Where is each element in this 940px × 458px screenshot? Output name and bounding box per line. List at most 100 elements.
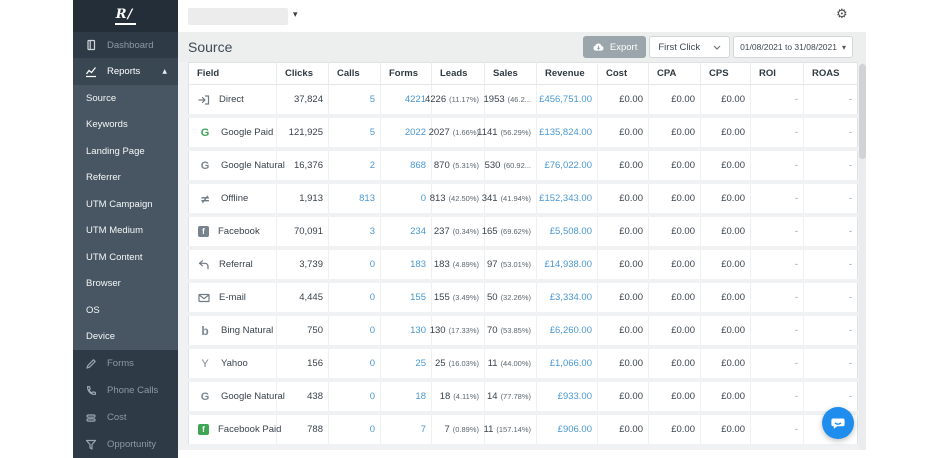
cost-value: £0.00 — [619, 292, 643, 303]
sidebar-item-label: Cost — [107, 412, 127, 423]
calls-value[interactable]: 2 — [369, 160, 375, 171]
cell-field: Direct — [188, 84, 277, 116]
calls-value[interactable]: 5 — [369, 94, 375, 105]
sidebar-item-landing-page[interactable]: Landing Page — [86, 145, 145, 157]
attribution-model-select[interactable]: First Click — [649, 36, 731, 58]
revenue-value[interactable]: £5,508.00 — [549, 226, 592, 237]
cell-cps: £0.00 — [700, 116, 751, 149]
forms-value[interactable]: 0 — [420, 193, 426, 204]
sidebar-item-utm-content[interactable]: UTM Content — [86, 251, 143, 263]
forms-value[interactable]: 155 — [410, 292, 426, 303]
cps-value: £0.00 — [721, 358, 745, 369]
forms-value[interactable]: 868 — [410, 160, 426, 171]
calls-value[interactable]: 0 — [369, 325, 375, 336]
leads-value: 2027 — [428, 127, 450, 138]
clicks-value: 788 — [307, 424, 323, 435]
cell-calls: 5 — [328, 84, 381, 116]
field-label: Facebook — [218, 226, 260, 237]
roi-value: - — [794, 193, 798, 204]
revenue-value[interactable]: £3,334.00 — [549, 292, 592, 303]
sidebar-item-os[interactable]: OS — [86, 304, 100, 316]
cost-value: £0.00 — [619, 193, 643, 204]
revenue-value[interactable]: £76,022.00 — [544, 160, 592, 171]
table-body: Direct 37,824 5 4221 4226 (11.17%) 1953 (46.2..… — [188, 84, 858, 446]
sidebar-item-phone-calls[interactable]: Phone Calls — [73, 377, 178, 404]
envelope-icon — [198, 292, 210, 304]
leads-percent: (17.33%) — [448, 326, 479, 335]
sidebar-item-device[interactable]: Device — [86, 331, 116, 343]
calls-value[interactable]: 3 — [369, 226, 375, 237]
cell-calls: 2 — [328, 149, 381, 182]
sidebar-item-referrer[interactable]: Referrer — [86, 172, 121, 184]
revenue-value[interactable]: £1,066.00 — [549, 358, 592, 369]
forms-value[interactable]: 4221 — [404, 94, 426, 105]
vertical-scrollbar[interactable] — [859, 62, 866, 450]
sidebar-item-reports[interactable]: Reports ▲ — [73, 58, 178, 85]
chat-widget-button[interactable] — [822, 407, 854, 439]
calls-value[interactable]: 813 — [359, 193, 375, 204]
sidebar-item-keywords[interactable]: Keywords — [86, 119, 128, 131]
clicks-value: 1,913 — [299, 193, 323, 204]
cell-calls: 0 — [328, 281, 381, 314]
table-row: G Google Paid 121,925 5 2022 2027 (1.66%) 1141(… — [188, 116, 858, 149]
forms-value[interactable]: 7 — [420, 424, 426, 435]
chart-icon — [85, 66, 99, 78]
cell-field: E-mail — [188, 281, 277, 314]
calls-value[interactable]: 0 — [369, 391, 375, 402]
cell-roas: - — [804, 314, 858, 347]
sidebar-item-utm-campaign[interactable]: UTM Campaign — [86, 198, 153, 210]
forms-value[interactable]: 25 — [415, 358, 426, 369]
facebook-icon: f — [198, 226, 209, 237]
forms-value[interactable]: 130 — [410, 325, 426, 336]
column-header-sales: Sales — [484, 62, 537, 85]
cpa-value: £0.00 — [671, 358, 695, 369]
cell-roas: - — [804, 215, 858, 248]
sidebar-item-browser[interactable]: Browser — [86, 278, 121, 290]
account-dropdown[interactable] — [188, 8, 288, 25]
forms-value[interactable]: 234 — [410, 226, 426, 237]
forms-value[interactable]: 183 — [410, 259, 426, 270]
cell-cps: £0.00 — [700, 248, 751, 281]
sidebar-item-source[interactable]: Source — [86, 92, 117, 104]
cell-calls: 0 — [328, 314, 381, 347]
calls-value[interactable]: 0 — [369, 259, 375, 270]
account-caret-icon[interactable]: ▾ — [293, 10, 298, 20]
calls-value[interactable]: 0 — [369, 358, 375, 369]
forms-value[interactable]: 2022 — [404, 127, 426, 138]
revenue-value[interactable]: £6,260.00 — [549, 325, 592, 336]
sidebar-item-dashboard[interactable]: Dashboard — [73, 32, 178, 58]
settings-gear-icon[interactable]: ⚙ — [836, 7, 848, 22]
cps-value: £0.00 — [721, 127, 745, 138]
revenue-value[interactable]: £933.00 — [557, 391, 592, 402]
sales-percent: (53.85%) — [500, 326, 531, 335]
column-header-cpa: CPA — [648, 62, 701, 85]
revenue-value[interactable]: £14,938.00 — [544, 259, 592, 270]
cpa-value: £0.00 — [671, 259, 695, 270]
forms-value[interactable]: 18 — [415, 391, 426, 402]
calls-value[interactable]: 0 — [369, 292, 375, 303]
cell-cpa: £0.00 — [648, 413, 701, 446]
calls-value[interactable]: 0 — [369, 424, 375, 435]
source-report-table: Field Clicks Calls Forms Leads Sales Revenue Co… — [188, 62, 858, 448]
sidebar-item-cost[interactable]: Cost — [73, 404, 178, 431]
cell-roi: - — [750, 248, 804, 281]
revenue-value[interactable]: £456,751.00 — [539, 94, 592, 105]
date-range-picker[interactable]: 01/08/2021 to 31/08/2021 ▾ — [733, 36, 853, 58]
calls-value[interactable]: 5 — [369, 127, 375, 138]
sidebar-item-opportunity[interactable]: Opportunity — [73, 431, 178, 458]
revenue-value[interactable]: £135,824.00 — [539, 127, 592, 138]
revenue-value[interactable]: £906.00 — [557, 424, 592, 435]
scrollbar-thumb[interactable] — [859, 64, 866, 159]
roi-value: - — [794, 127, 798, 138]
cell-forms: 25 — [380, 347, 432, 380]
sidebar-item-utm-medium[interactable]: UTM Medium — [86, 225, 144, 237]
revenue-value[interactable]: £152,343.00 — [539, 193, 592, 204]
cell-sales: 1141 (56.29%) — [477, 116, 537, 149]
date-range-value: 01/08/2021 to 31/08/2021 — [740, 42, 837, 52]
roas-value: - — [848, 259, 852, 270]
cell-cps: £0.00 — [700, 149, 751, 182]
cell-field: Referral — [188, 248, 277, 281]
table-row: f Facebook Paid 788 0 7 7 (0.89%) 11 (157.14%) £9… — [188, 413, 858, 446]
export-button[interactable]: Export — [582, 36, 647, 58]
sidebar-item-forms[interactable]: Forms — [73, 350, 178, 377]
